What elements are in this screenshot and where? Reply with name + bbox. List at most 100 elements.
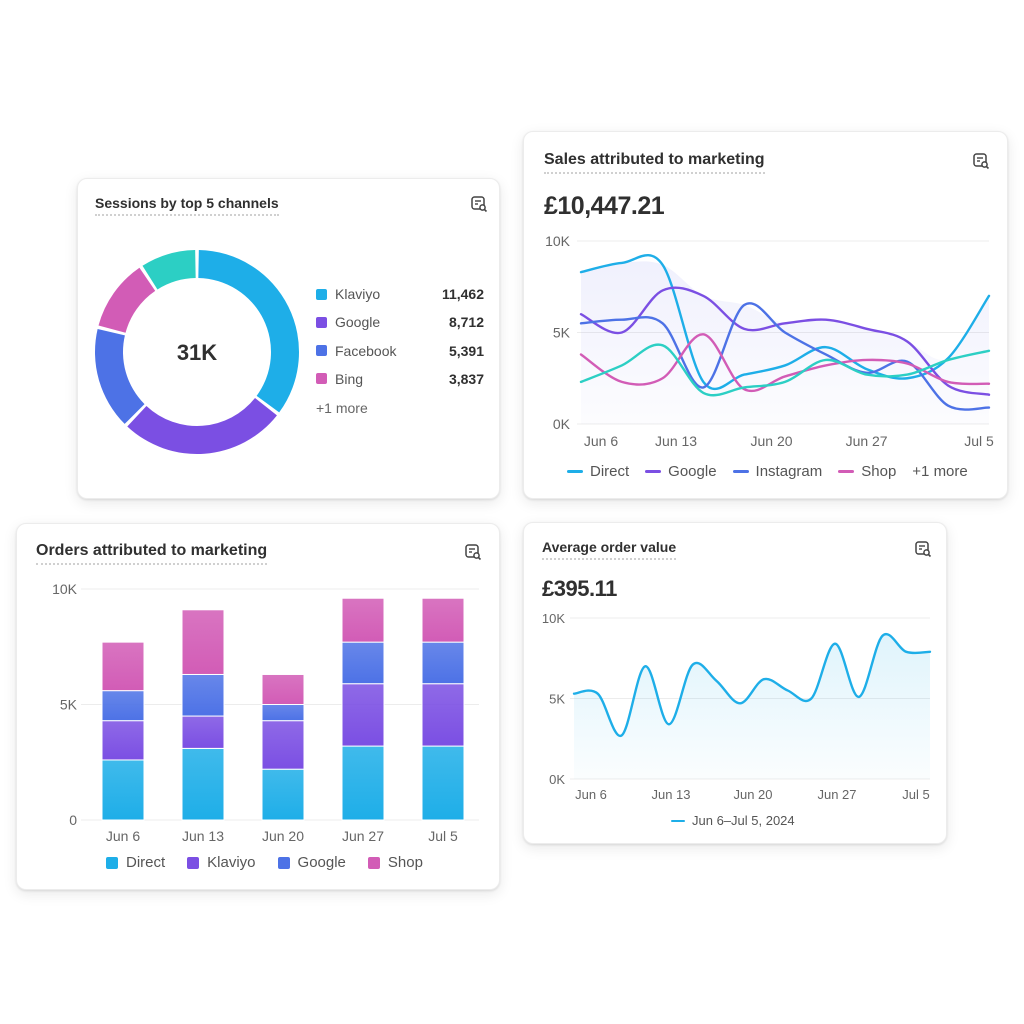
legend-swatch <box>567 470 583 473</box>
series-line-other[interactable] <box>579 343 991 397</box>
y-tick-label: 10K <box>52 581 78 597</box>
sales-area-fill <box>581 261 989 424</box>
donut-slice-bing[interactable] <box>98 267 156 333</box>
legend-value: 5,391 <box>448 342 484 359</box>
orders-legend-item-google[interactable]: Google <box>277 854 346 871</box>
bar-segment-klaviyo[interactable] <box>421 683 465 747</box>
bar-segment-google[interactable] <box>341 641 385 685</box>
aov-total-value: £395.11 <box>542 576 617 601</box>
bar-segment-shop[interactable] <box>341 597 385 643</box>
legend-label: Google <box>668 463 717 480</box>
donut-slice-google[interactable] <box>127 397 277 454</box>
aov-series-line[interactable] <box>572 632 932 737</box>
y-tick-label: 5K <box>60 697 78 713</box>
bar-segment-direct[interactable] <box>421 745 465 821</box>
legend-swatch <box>732 470 749 473</box>
legend-swatch <box>187 856 200 869</box>
sales-legend-item-instagram[interactable]: Instagram <box>732 463 822 480</box>
sessions-more-link[interactable]: +1 more <box>316 400 368 416</box>
orders-title: Orders attributed to marketing <box>36 542 268 565</box>
aov-legend-swatch <box>671 819 685 822</box>
sessions-legend-item-facebook[interactable]: Facebook 5,391 <box>316 343 484 359</box>
sales-legend: Direct Google Instagram Shop +1 more <box>567 463 968 480</box>
orders-card: Orders attributed to marketing 0 5K 10K Jun… <box>16 523 500 890</box>
bar-segment-klaviyo[interactable] <box>261 720 305 770</box>
legend-swatch <box>838 470 855 473</box>
sessions-legend-item-bing[interactable]: Bing 3,837 <box>316 371 484 387</box>
sales-legend-item-google[interactable]: Google <box>645 463 717 480</box>
donut-slice-facebook[interactable] <box>94 329 145 424</box>
legend-label: Google <box>297 854 346 871</box>
x-tick-label: Jun 13 <box>182 828 224 844</box>
y-tick-label: 0 <box>69 812 77 828</box>
legend-label: Klaviyo <box>335 286 381 302</box>
orders-legend-item-direct[interactable]: Direct <box>106 854 165 871</box>
x-tick-label: Jun 20 <box>733 787 772 802</box>
bar-segment-klaviyo[interactable] <box>341 683 385 747</box>
sales-title: Sales attributed to marketing <box>544 151 765 174</box>
legend-swatch <box>316 345 327 357</box>
legend-swatch <box>645 470 662 473</box>
report-search-icon[interactable] <box>469 194 489 214</box>
sessions-title: Sessions by top 5 channels <box>95 195 279 216</box>
x-tick-label: Jul 5 <box>902 787 929 802</box>
x-tick-label: Jun 20 <box>262 828 304 844</box>
bar-segment-shop[interactable] <box>181 609 225 675</box>
legend-label: Google <box>335 314 381 331</box>
bar-segment-google[interactable] <box>261 704 305 722</box>
bar-segment-direct[interactable] <box>261 768 305 821</box>
legend-swatch <box>316 373 327 385</box>
bar-segment-shop[interactable] <box>421 597 465 643</box>
x-tick-label: Jul 5 <box>428 828 458 844</box>
bar-segment-shop[interactable] <box>261 673 305 706</box>
y-tick-label: 10K <box>542 611 565 626</box>
legend-label: Direct <box>590 463 630 480</box>
aov-legend-label: Jun 6–Jul 5, 2024 <box>692 813 795 828</box>
bar-segment-google[interactable] <box>101 690 145 722</box>
sales-total-value: £10,447.21 <box>544 192 665 220</box>
orders-bar-chart: 0 5K 10K Jun 6 Jun 13 Jun 20 Jun 27 Jul 5 <box>52 581 479 844</box>
donut-center-value: 31K <box>177 340 217 365</box>
legend-swatch <box>316 288 327 300</box>
bar-segment-google[interactable] <box>421 641 465 685</box>
bar-segment-klaviyo[interactable] <box>101 720 145 761</box>
donut-slice-other[interactable] <box>142 250 196 290</box>
sales-legend-item-direct[interactable]: Direct <box>567 463 629 480</box>
bar-segment-direct[interactable] <box>181 747 225 821</box>
sessions-donut-chart: 31K <box>94 250 299 454</box>
bar-segment-direct[interactable] <box>341 745 385 821</box>
series-line-google[interactable] <box>579 286 991 396</box>
series-line-shop[interactable] <box>579 333 991 393</box>
sessions-legend-item-google[interactable]: Google 8,712 <box>316 314 484 330</box>
legend-value: 8,712 <box>448 314 484 331</box>
series-line-direct[interactable] <box>579 253 991 391</box>
sessions-legend-item-klaviyo[interactable]: Klaviyo 11,462 <box>316 286 484 302</box>
x-tick-label: Jun 13 <box>651 787 690 802</box>
x-tick-label: Jun 6 <box>584 433 618 449</box>
x-tick-label: Jun 6 <box>575 787 607 802</box>
report-search-icon[interactable] <box>463 542 483 562</box>
x-tick-label: Jun 6 <box>106 828 140 844</box>
bar-segment-google[interactable] <box>181 673 225 717</box>
bar-segment-shop[interactable] <box>101 641 145 692</box>
sales-card: Sales attributed to marketing £10,447.21… <box>523 131 1008 499</box>
bar-segment-klaviyo[interactable] <box>181 715 225 749</box>
orders-legend-item-klaviyo[interactable]: Klaviyo <box>187 854 256 871</box>
legend-label: Bing <box>335 370 364 387</box>
sales-legend-item-shop[interactable]: Shop <box>838 463 896 480</box>
report-search-icon[interactable] <box>913 539 933 559</box>
orders-legend-item-shop[interactable]: Shop <box>367 854 423 871</box>
bar-segment-direct[interactable] <box>101 759 145 821</box>
sales-more-link[interactable]: +1 more <box>912 463 968 480</box>
x-tick-label: Jun 27 <box>817 787 856 802</box>
y-tick-label: 5K <box>553 325 571 341</box>
legend-value: 11,462 <box>441 286 484 302</box>
legend-label: Shop <box>861 463 897 480</box>
donut-slice-klaviyo[interactable] <box>198 250 299 413</box>
legend-swatch <box>316 316 327 328</box>
aov-legend: Jun 6–Jul 5, 2024 <box>671 813 795 828</box>
aov-card: Average order value £395.11 0K 5K 10K Jun 6… <box>523 522 947 844</box>
report-search-icon[interactable] <box>971 151 991 171</box>
legend-swatch <box>106 856 118 869</box>
y-tick-label: 5K <box>549 692 565 707</box>
